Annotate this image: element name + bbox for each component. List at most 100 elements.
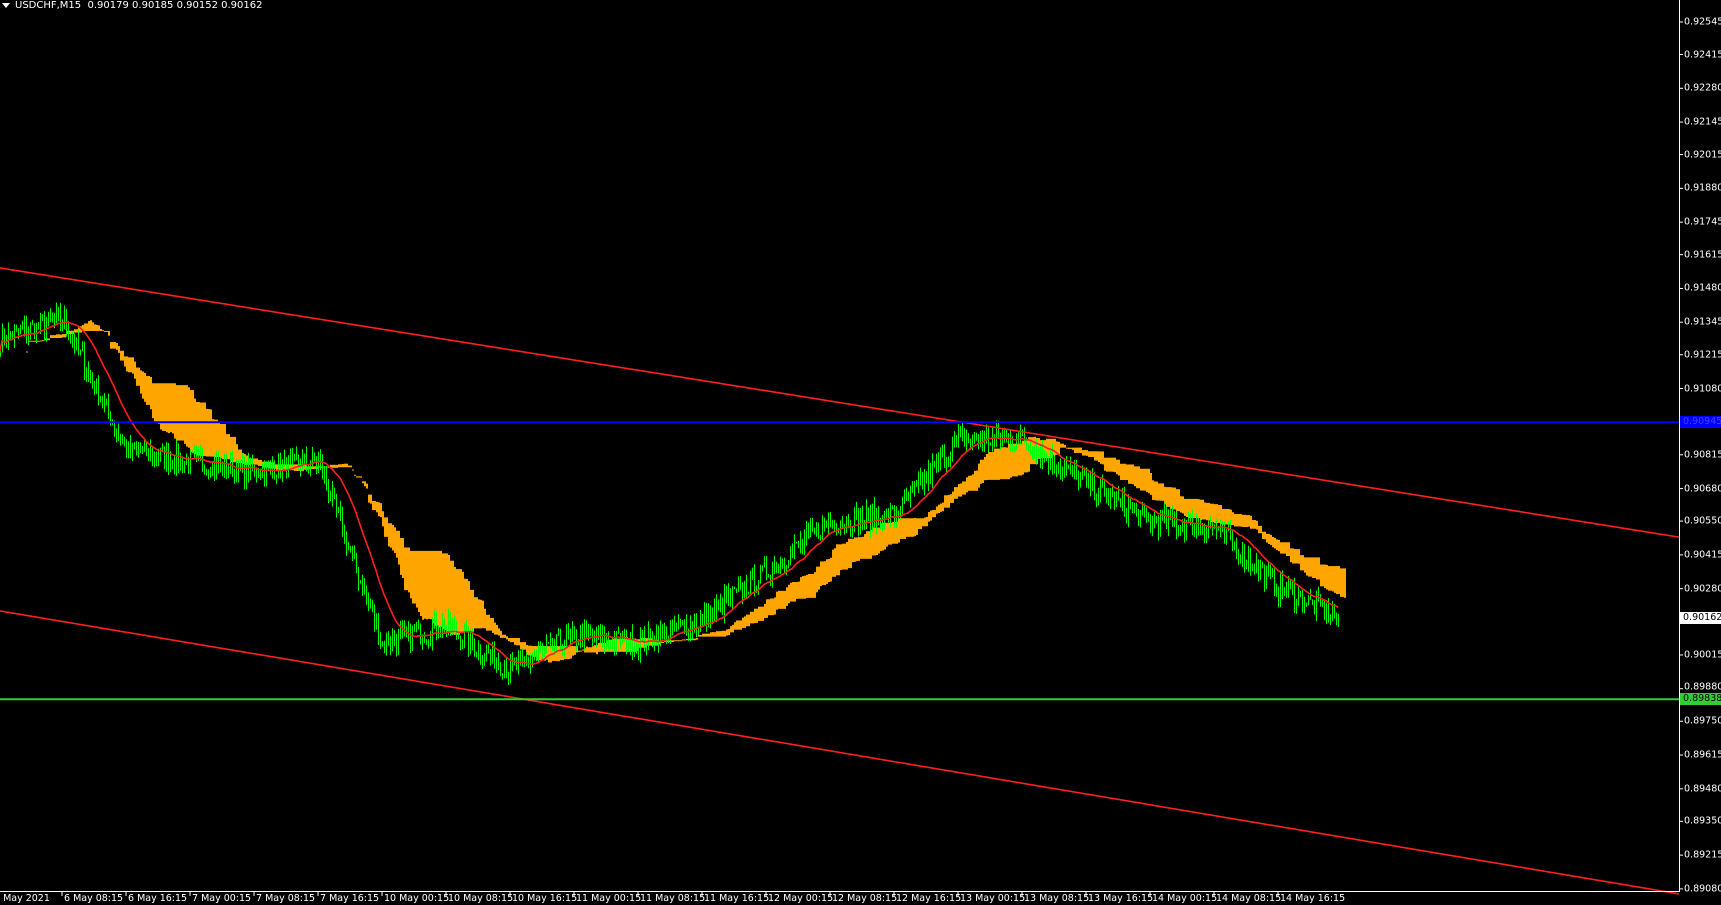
cloud-segment <box>414 550 416 604</box>
cloud-segment <box>1168 487 1170 507</box>
cloud-segment <box>954 487 956 499</box>
triangle-down-icon[interactable] <box>2 2 10 8</box>
cloud-segment <box>986 454 988 481</box>
price-tick-label: 0.91480 <box>1684 282 1721 294</box>
cloud-segment <box>208 408 210 457</box>
cloud-segment <box>1138 466 1140 489</box>
cloud-segment <box>256 458 258 465</box>
cloud-segment <box>1102 451 1104 465</box>
cloud-segment <box>872 527 874 556</box>
cloud-segment <box>220 423 222 459</box>
cloud-segment <box>1136 466 1138 489</box>
cloud-segment <box>232 436 234 463</box>
cloud-segment <box>1130 464 1132 484</box>
cloud-segment <box>428 550 430 619</box>
cloud-segment <box>856 537 858 562</box>
cloud-segment <box>704 633 706 637</box>
cloud-segment <box>560 646 562 661</box>
cloud-segment <box>752 611 754 624</box>
cloud-segment <box>736 620 738 630</box>
channel-lower-line[interactable] <box>0 610 1680 895</box>
cloud-segment <box>1124 463 1126 481</box>
cloud-segment <box>1118 459 1120 476</box>
cloud-segment <box>478 599 480 629</box>
cloud-segment <box>880 523 882 551</box>
price-tick-label: 0.89215 <box>1684 849 1721 861</box>
cloud-segment <box>76 329 78 333</box>
time-tick-label: 10 May 16:15 <box>512 893 578 904</box>
cloud-segment <box>710 632 712 637</box>
cloud-segment <box>112 341 114 349</box>
cloud-segment <box>802 576 804 599</box>
cloud-segment <box>406 547 408 591</box>
time-tick-label: 14 May 16:15 <box>1280 893 1346 904</box>
cloud-segment <box>202 402 204 457</box>
cloud-segment <box>734 622 736 630</box>
cloud-segment <box>138 367 140 386</box>
cloud-segment <box>888 522 890 545</box>
cloud-segment <box>556 646 558 662</box>
cloud-segment <box>120 350 122 361</box>
cloud-segment <box>418 550 420 612</box>
cloud-segment <box>1112 457 1114 472</box>
cloud-segment <box>164 383 166 431</box>
cloud-segment <box>1234 514 1236 527</box>
cloud-segment <box>900 518 902 539</box>
time-tick-label: 11 May 16:15 <box>704 893 770 904</box>
cloud-segment <box>476 597 478 629</box>
cloud-segment <box>386 517 388 537</box>
cloud-segment <box>928 512 930 522</box>
cloud-segment <box>818 566 820 590</box>
cloud-segment <box>906 518 908 537</box>
cloud-segment <box>106 330 108 332</box>
cloud-segment <box>1002 447 1004 480</box>
cloud-segment <box>354 474 356 476</box>
cloud-segment <box>56 334 58 339</box>
cloud-segment <box>1150 472 1152 495</box>
cloud-segment <box>792 582 794 602</box>
cloud-segment <box>1154 481 1156 501</box>
cloud-segment <box>1140 468 1142 491</box>
cloud-segment <box>722 630 724 637</box>
cloud-segment <box>416 550 418 608</box>
cloud-segment <box>766 599 768 618</box>
cloud-segment <box>222 423 224 460</box>
cloud-segment <box>1128 464 1130 484</box>
cloud-segment <box>1244 514 1246 527</box>
price-tick-label: 0.89480 <box>1684 783 1721 795</box>
cloud-segment <box>114 341 116 349</box>
cloud-segment <box>768 599 770 616</box>
cloud-segment <box>1026 440 1028 473</box>
cloud-segment <box>1306 557 1308 576</box>
time-tick-label: 12 May 16:15 <box>896 893 962 904</box>
symbol-label: USDCHF,M15 <box>15 0 82 11</box>
cloud-segment <box>746 614 748 627</box>
cloud-segment <box>442 553 444 629</box>
cloud-segment <box>456 569 458 635</box>
cloud-segment <box>826 559 828 584</box>
cloud-segment <box>422 550 424 620</box>
cloud-segment <box>472 589 474 632</box>
cloud-segment <box>1316 557 1318 580</box>
cloud-segment <box>420 550 422 617</box>
cloud-segment <box>216 419 218 458</box>
cloud-segment <box>342 463 344 468</box>
cloud-segment <box>312 466 314 470</box>
price-tick-label: 0.89615 <box>1684 749 1721 761</box>
cloud-segment <box>1240 514 1242 527</box>
cloud-segment <box>998 448 1000 480</box>
cloud-segment <box>136 367 138 386</box>
cloud-segment <box>336 464 338 468</box>
cloud-segment <box>580 650 582 652</box>
cloud-segment <box>1142 468 1144 491</box>
channel-upper-line[interactable] <box>0 267 1680 538</box>
cloud-segment <box>162 383 164 431</box>
cloud-segment <box>1262 531 1264 540</box>
cloud-segment <box>1230 509 1232 526</box>
cloud-segment <box>1080 447 1082 454</box>
cloud-segment <box>678 640 680 642</box>
cloud-segment <box>844 543 846 570</box>
cloud-segment <box>190 390 192 453</box>
price-tick-label: 0.91745 <box>1684 216 1721 228</box>
